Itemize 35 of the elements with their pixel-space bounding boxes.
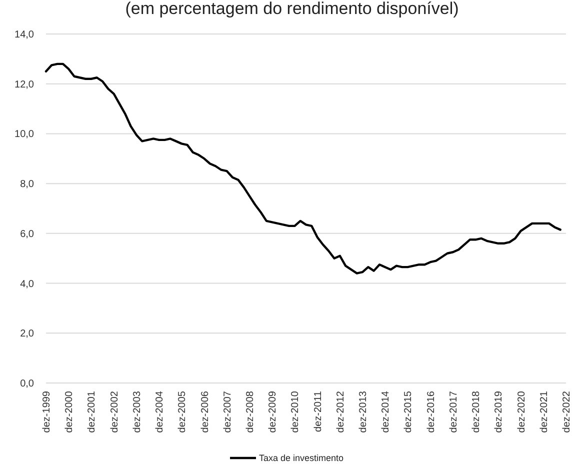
- x-tick-label: dez-2007: [222, 390, 234, 433]
- x-tick-label: dez-2004: [154, 390, 166, 433]
- x-tick-label: dez-2020: [516, 390, 528, 433]
- x-tick-label: dez-2022: [562, 390, 572, 433]
- x-tick-label: dez-2014: [380, 390, 392, 433]
- x-tick-label: dez-2012: [335, 390, 346, 433]
- x-tick-label: dez-2000: [64, 390, 76, 433]
- y-tick-label: 12,0: [14, 79, 34, 90]
- x-tick-label: dez-2005: [177, 390, 188, 433]
- y-tick-label: 2,0: [20, 328, 34, 340]
- x-tick-label: dez-2011: [312, 390, 324, 432]
- x-tick-label: dez-2001: [86, 390, 98, 433]
- legend-label: Taxa de investimento: [259, 453, 344, 464]
- chart-title: (em percentagem do rendimento disponível): [125, 0, 459, 18]
- y-tick-label: 8,0: [20, 179, 34, 190]
- x-tick-label: dez-1999: [42, 390, 52, 433]
- x-tick-label: dez-2009: [268, 390, 279, 433]
- x-tick-label: dez-2021: [538, 390, 550, 433]
- y-tick-label: 0,0: [20, 378, 34, 390]
- x-tick-label: dez-2013: [358, 390, 370, 433]
- x-tick-label: dez-2015: [403, 390, 414, 433]
- x-tick-label: dez-2019: [494, 390, 505, 433]
- x-tick-label: dez-2003: [132, 390, 143, 433]
- y-tick-label: 14,0: [14, 30, 34, 40]
- y-tick-label: 4,0: [20, 278, 34, 290]
- x-tick-label: dez-2016: [426, 390, 437, 433]
- x-tick-label: dez-2006: [200, 390, 211, 433]
- line-series: [44, 62, 562, 274]
- x-tick-label: dez-2018: [471, 390, 482, 433]
- y-tick-label: 6,0: [20, 228, 34, 240]
- y-tick-label: 10,0: [14, 129, 34, 140]
- x-tick-label: dez-2017: [448, 390, 460, 433]
- x-tick-label: dez-2002: [109, 390, 120, 433]
- x-tick-label: dez-2008: [244, 390, 256, 433]
- x-tick-label: dez-2010: [290, 390, 302, 433]
